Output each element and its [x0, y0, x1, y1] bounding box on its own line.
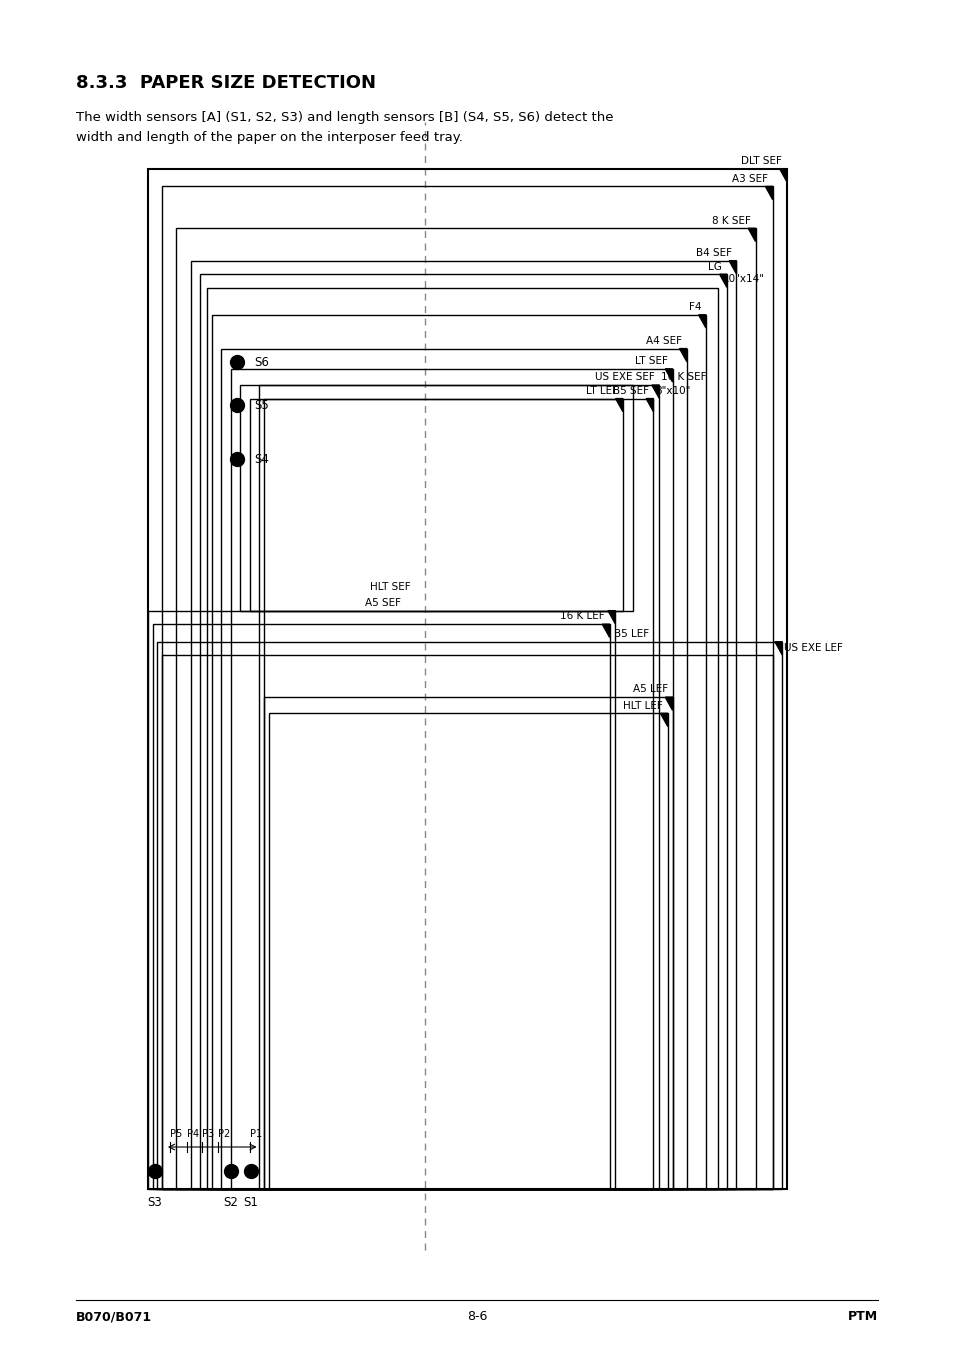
Polygon shape [664, 697, 672, 711]
Text: LG: LG [707, 262, 721, 272]
Text: A5 SEF: A5 SEF [364, 598, 400, 608]
Text: A5 LEF: A5 LEF [632, 685, 667, 694]
Text: P4: P4 [187, 1129, 199, 1139]
Text: DLT SEF: DLT SEF [740, 157, 781, 166]
Text: The width sensors [A] (S1, S2, S3) and length sensors [B] (S4, S5, S6) detect th: The width sensors [A] (S1, S2, S3) and l… [76, 111, 613, 143]
Polygon shape [679, 349, 686, 362]
Text: S6: S6 [253, 355, 269, 369]
Text: P5: P5 [170, 1129, 182, 1139]
Bar [212, 315, 705, 1189]
Text: LT LEF: LT LEF [585, 386, 618, 396]
Text: B5 LEF: B5 LEF [613, 630, 648, 639]
Text: 10"x14": 10"x14" [722, 274, 764, 284]
Text: S4: S4 [253, 453, 269, 466]
Bar [231, 369, 672, 1189]
Polygon shape [651, 385, 659, 399]
Bar [250, 399, 622, 611]
Text: 8 K SEF: 8 K SEF [711, 216, 750, 226]
Text: 16 K LEF: 16 K LEF [559, 612, 604, 621]
Text: P1: P1 [250, 1129, 262, 1139]
Text: A4 SEF: A4 SEF [645, 336, 681, 346]
Polygon shape [698, 315, 705, 328]
Polygon shape [779, 169, 786, 182]
Bar [191, 261, 736, 1189]
Bar [200, 274, 726, 1189]
Polygon shape [645, 399, 653, 412]
Polygon shape [664, 369, 672, 382]
Text: US EXE SEF: US EXE SEF [594, 373, 654, 382]
Bar [221, 349, 686, 1189]
Bar [157, 642, 781, 1189]
Text: PTM: PTM [846, 1310, 877, 1324]
Text: S3: S3 [147, 1196, 162, 1209]
Text: P3: P3 [202, 1129, 214, 1139]
Text: P2: P2 [217, 1129, 230, 1139]
Bar [148, 611, 615, 1189]
Polygon shape [659, 713, 667, 727]
Polygon shape [774, 642, 781, 655]
Text: 8.3.3  PAPER SIZE DETECTION: 8.3.3 PAPER SIZE DETECTION [76, 74, 375, 92]
Polygon shape [719, 274, 726, 288]
Polygon shape [615, 399, 622, 412]
Text: B4 SEF: B4 SEF [695, 249, 731, 258]
Text: B070/B071: B070/B071 [76, 1310, 152, 1324]
Text: 16 K SEF: 16 K SEF [660, 373, 706, 382]
Text: 8"x10": 8"x10" [655, 386, 690, 396]
Text: US EXE LEF: US EXE LEF [783, 643, 842, 653]
Text: S5: S5 [253, 399, 268, 412]
Bar [162, 186, 772, 1189]
Polygon shape [764, 186, 772, 200]
Bar [162, 655, 772, 1189]
Bar [207, 288, 718, 1189]
Text: S1: S1 [243, 1196, 258, 1209]
Text: LT SEF: LT SEF [635, 357, 667, 366]
Polygon shape [747, 228, 755, 242]
Polygon shape [728, 261, 736, 274]
Text: 8-6: 8-6 [466, 1310, 487, 1324]
Text: F4: F4 [688, 303, 700, 312]
Bar [264, 697, 672, 1189]
Bar [259, 385, 659, 1189]
Text: A3 SEF: A3 SEF [731, 174, 767, 184]
Polygon shape [607, 611, 615, 624]
Text: HLT SEF: HLT SEF [369, 582, 410, 592]
Bar [176, 228, 755, 1189]
Bar [269, 713, 667, 1189]
Polygon shape [601, 624, 609, 638]
Text: B5 SEF: B5 SEF [612, 386, 648, 396]
Bar [240, 385, 632, 611]
Bar [264, 399, 653, 1189]
Text: S2: S2 [223, 1196, 238, 1209]
Bar [152, 624, 609, 1189]
Text: HLT LEF: HLT LEF [622, 701, 662, 711]
Bar [148, 169, 786, 1189]
